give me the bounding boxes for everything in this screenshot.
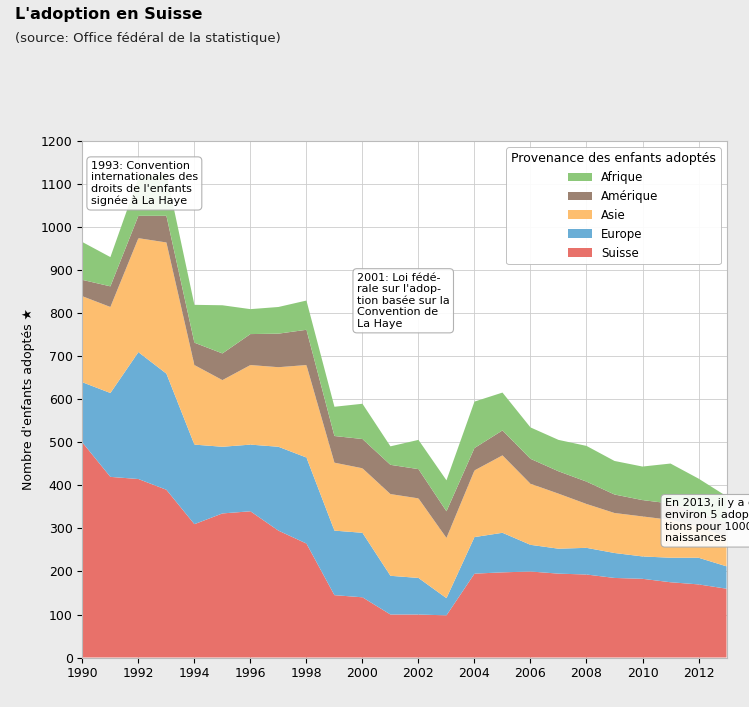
Text: En 2013, il y a eu
environ 5 adop-
tions pour 1000
naissances: En 2013, il y a eu environ 5 adop- tions…	[665, 498, 749, 543]
Text: 1993: Convention
internationales des
droits de l'enfants
signée à La Haye: 1993: Convention internationales des dro…	[91, 160, 198, 206]
Text: L'adoption en Suisse: L'adoption en Suisse	[15, 7, 202, 22]
Legend: Afrique, Amérique, Asie, Europe, Suisse: Afrique, Amérique, Asie, Europe, Suisse	[506, 147, 721, 264]
Y-axis label: Nombre d'enfants adoptés ★: Nombre d'enfants adoptés ★	[22, 308, 35, 491]
Text: (source: Office fédéral de la statistique): (source: Office fédéral de la statistiqu…	[15, 32, 281, 45]
Text: 2001: Loi fédé-
rale sur l'adop-
tion basée sur la
Convention de
La Haye: 2001: Loi fédé- rale sur l'adop- tion ba…	[357, 273, 449, 329]
